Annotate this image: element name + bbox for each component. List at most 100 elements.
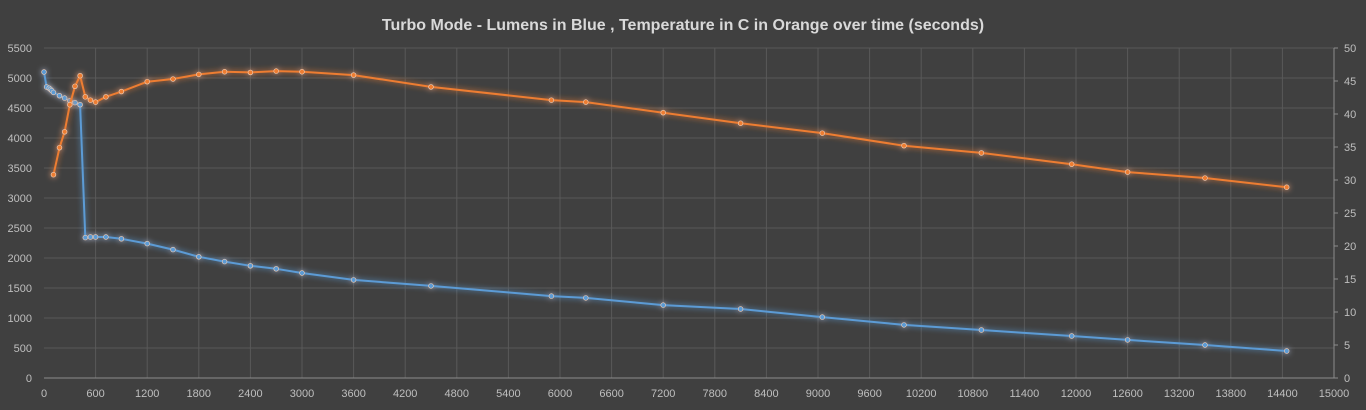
y2-tick-label: 0 <box>1344 373 1350 385</box>
y2-tick-label: 5 <box>1344 340 1350 352</box>
x-tick-label: 2400 <box>238 388 262 400</box>
x-tick-label: 14400 <box>1267 388 1298 400</box>
y-tick-label: 4000 <box>8 133 32 145</box>
data-point <box>1068 161 1075 167</box>
x-tick-label: 0 <box>41 388 47 400</box>
y-tick-label: 500 <box>14 343 32 355</box>
series-lumens <box>41 69 1290 354</box>
x-tick-label: 12000 <box>1061 388 1092 400</box>
data-point <box>118 236 125 242</box>
data-point <box>548 97 555 103</box>
x-tick-label: 5400 <box>496 388 520 400</box>
data-point <box>819 130 825 136</box>
data-point <box>978 327 985 333</box>
data-point <box>92 234 99 240</box>
y-tick-label: 2500 <box>8 223 32 235</box>
data-point <box>50 89 57 96</box>
x-tick-label: 7800 <box>703 388 727 400</box>
data-point <box>82 94 88 100</box>
x-tick-label: 8400 <box>754 388 778 400</box>
data-point <box>1124 169 1131 175</box>
data-point <box>170 246 176 253</box>
x-tick-label: 6600 <box>599 388 623 400</box>
data-point <box>548 293 555 299</box>
series-temperature <box>50 68 1290 190</box>
y-tick-label: 1500 <box>8 283 32 295</box>
x-tick-label: 600 <box>86 388 104 400</box>
y2-tick-label: 25 <box>1344 208 1356 220</box>
data-point <box>144 78 150 85</box>
data-point <box>87 234 94 240</box>
series-line <box>52 70 1287 189</box>
y2-tick-label: 40 <box>1344 109 1356 121</box>
data-point <box>901 142 907 149</box>
x-tick-label: 15000 <box>1319 388 1350 400</box>
x-tick-label: 10800 <box>958 388 989 400</box>
data-point <box>221 69 228 75</box>
data-point <box>103 234 109 240</box>
data-point <box>82 234 88 241</box>
gridlines <box>44 47 1335 378</box>
data-point <box>72 99 78 106</box>
axes: 0500100015002000250030003500400045005000… <box>8 43 1357 400</box>
data-point <box>428 283 434 289</box>
data-point <box>1283 348 1290 354</box>
data-point <box>87 97 94 103</box>
data-point <box>583 99 589 105</box>
x-tick-label: 6000 <box>548 388 572 400</box>
y-tick-label: 3000 <box>8 193 32 205</box>
data-point <box>72 83 78 89</box>
y2-tick-label: 20 <box>1344 241 1356 253</box>
x-tick-label: 9000 <box>806 388 830 400</box>
data-point <box>61 129 68 135</box>
x-tick-label: 4800 <box>445 388 469 400</box>
data-point <box>1124 337 1131 343</box>
data-point <box>1283 184 1290 190</box>
y-tick-label: 5500 <box>8 43 32 55</box>
x-tick-label: 10200 <box>906 388 937 400</box>
x-tick-label: 3600 <box>341 388 365 400</box>
data-point <box>737 306 744 312</box>
chart-title: Turbo Mode - Lumens in Blue , Temperatur… <box>381 17 985 34</box>
data-point <box>67 102 73 108</box>
data-point <box>77 73 83 79</box>
data-point <box>144 240 150 247</box>
y2-tick-label: 35 <box>1344 142 1356 154</box>
data-point <box>273 68 279 74</box>
data-point <box>56 144 63 151</box>
data-point <box>737 120 744 126</box>
data-point <box>247 69 254 76</box>
y-tick-label: 2000 <box>8 253 32 265</box>
data-point <box>819 314 825 320</box>
data-point <box>583 295 589 301</box>
data-point <box>350 277 357 283</box>
y2-tick-label: 10 <box>1344 307 1356 319</box>
data-point <box>247 263 254 269</box>
x-tick-label: 13800 <box>1216 388 1247 400</box>
data-point <box>77 101 83 108</box>
y2-tick-label: 50 <box>1344 43 1356 55</box>
y-tick-label: 0 <box>26 373 32 385</box>
x-tick-label: 4200 <box>393 388 417 400</box>
y-tick-label: 3500 <box>8 163 32 175</box>
data-point <box>978 150 985 156</box>
data-point <box>196 254 202 260</box>
data-point <box>56 92 63 99</box>
y-tick-label: 5000 <box>8 73 32 85</box>
data-point <box>350 72 357 78</box>
data-point <box>660 109 666 116</box>
data-point <box>273 266 279 272</box>
x-tick-label: 11400 <box>1010 388 1040 400</box>
series-group <box>41 68 1290 354</box>
data-point <box>1202 342 1208 348</box>
data-point <box>196 71 202 78</box>
data-point <box>1202 175 1208 181</box>
x-tick-label: 12600 <box>1112 388 1143 400</box>
data-point <box>428 84 434 90</box>
data-point <box>299 270 305 276</box>
x-tick-label: 13200 <box>1164 388 1195 400</box>
data-point <box>299 69 305 75</box>
data-point <box>92 99 99 105</box>
y2-tick-label: 15 <box>1344 274 1356 286</box>
